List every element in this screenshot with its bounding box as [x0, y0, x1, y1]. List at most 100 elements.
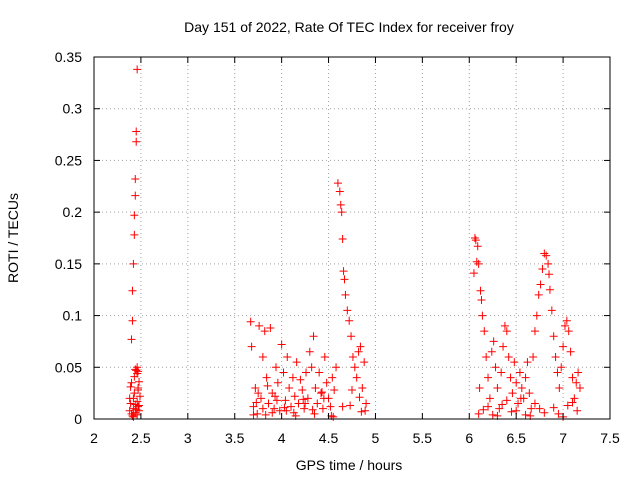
- data-point: [350, 363, 359, 372]
- data-point: [127, 335, 136, 344]
- x-tick-label: 3: [184, 430, 192, 446]
- x-tick-label: 5: [372, 430, 380, 446]
- data-point: [544, 259, 553, 268]
- data-point: [484, 373, 493, 382]
- data-point: [133, 65, 142, 74]
- data-point: [517, 383, 526, 392]
- data-point: [547, 306, 556, 315]
- data-point: [498, 400, 507, 409]
- data-point: [360, 358, 369, 367]
- data-point: [320, 352, 329, 361]
- data-point: [358, 383, 367, 392]
- data-point: [261, 410, 270, 419]
- data-point: [532, 311, 541, 320]
- data-point: [341, 290, 350, 299]
- data-point: [270, 404, 279, 413]
- data-point: [134, 383, 143, 392]
- data-point: [488, 410, 497, 419]
- data-point: [361, 406, 370, 415]
- data-point: [348, 386, 356, 395]
- data-point: [252, 398, 261, 407]
- data-point: [296, 375, 305, 384]
- data-point: [131, 175, 140, 184]
- x-axis-label: GPS time / hours: [296, 457, 403, 473]
- data-point: [540, 249, 549, 258]
- data-point: [319, 394, 328, 403]
- data-point: [271, 392, 280, 401]
- data-point: [555, 383, 564, 392]
- data-point: [317, 389, 326, 398]
- data-point: [131, 365, 140, 374]
- data-point: [128, 286, 137, 295]
- data-point: [497, 368, 506, 377]
- data-point: [470, 234, 479, 242]
- data-point: [258, 352, 267, 361]
- data-point: [472, 257, 481, 266]
- data-point: [307, 363, 316, 372]
- data-point: [127, 378, 136, 387]
- data-point: [280, 403, 289, 412]
- data-point: [510, 358, 519, 367]
- data-point: [477, 296, 486, 305]
- data-point: [272, 363, 281, 372]
- x-tick-label: 4.5: [319, 430, 339, 446]
- data-point: [564, 327, 573, 336]
- data-point: [545, 285, 554, 294]
- data-point: [305, 347, 314, 356]
- data-point: [126, 382, 135, 391]
- data-point: [133, 369, 142, 378]
- data-point: [128, 316, 137, 325]
- grid: [94, 57, 610, 419]
- data-point: [273, 378, 282, 387]
- data-point: [132, 405, 141, 414]
- data-point: [135, 377, 144, 386]
- x-tick-label: 4: [278, 430, 286, 446]
- data-point: [530, 327, 539, 336]
- y-tick-label: 0: [74, 411, 82, 427]
- data-point: [549, 332, 558, 341]
- data-point: [574, 368, 583, 377]
- data-point: [562, 316, 571, 325]
- data-point: [545, 270, 554, 279]
- data-point: [343, 306, 352, 315]
- y-tick-label: 0.15: [55, 256, 82, 272]
- data-point: [474, 409, 483, 418]
- data-point: [249, 402, 258, 411]
- data-point: [516, 394, 525, 403]
- data-point: [512, 378, 521, 387]
- data-point: [549, 403, 558, 412]
- data-point: [125, 394, 134, 403]
- data-point: [475, 383, 484, 392]
- data-point: [540, 408, 549, 417]
- data-point: [338, 402, 347, 411]
- data-point: [335, 187, 344, 196]
- data-point: [506, 373, 515, 382]
- data-point: [346, 401, 355, 410]
- data-point: [337, 208, 346, 217]
- data-point: [362, 399, 371, 408]
- y-axis-label: ROTI / TECUs: [5, 193, 21, 283]
- data-point: [557, 363, 566, 372]
- data-point: [290, 392, 299, 401]
- data-point: [246, 317, 255, 326]
- data-point: [560, 321, 569, 330]
- data-point: [500, 321, 509, 330]
- y-tick-label: 0.35: [55, 49, 82, 65]
- data-point: [570, 394, 579, 403]
- data-point: [132, 127, 141, 136]
- data-point: [263, 381, 272, 390]
- data-point: [256, 394, 265, 403]
- data-point: [130, 389, 139, 398]
- data-point: [347, 332, 356, 341]
- x-tick-label: 2.5: [131, 430, 151, 446]
- data-point: [471, 236, 480, 245]
- data-point: [251, 383, 260, 392]
- data-point: [499, 342, 508, 351]
- data-point: [521, 410, 530, 419]
- data-point: [352, 373, 361, 382]
- data-point: [135, 401, 144, 410]
- data-point: [356, 342, 365, 351]
- data-point: [568, 398, 577, 407]
- series-cluster-1: [125, 65, 144, 421]
